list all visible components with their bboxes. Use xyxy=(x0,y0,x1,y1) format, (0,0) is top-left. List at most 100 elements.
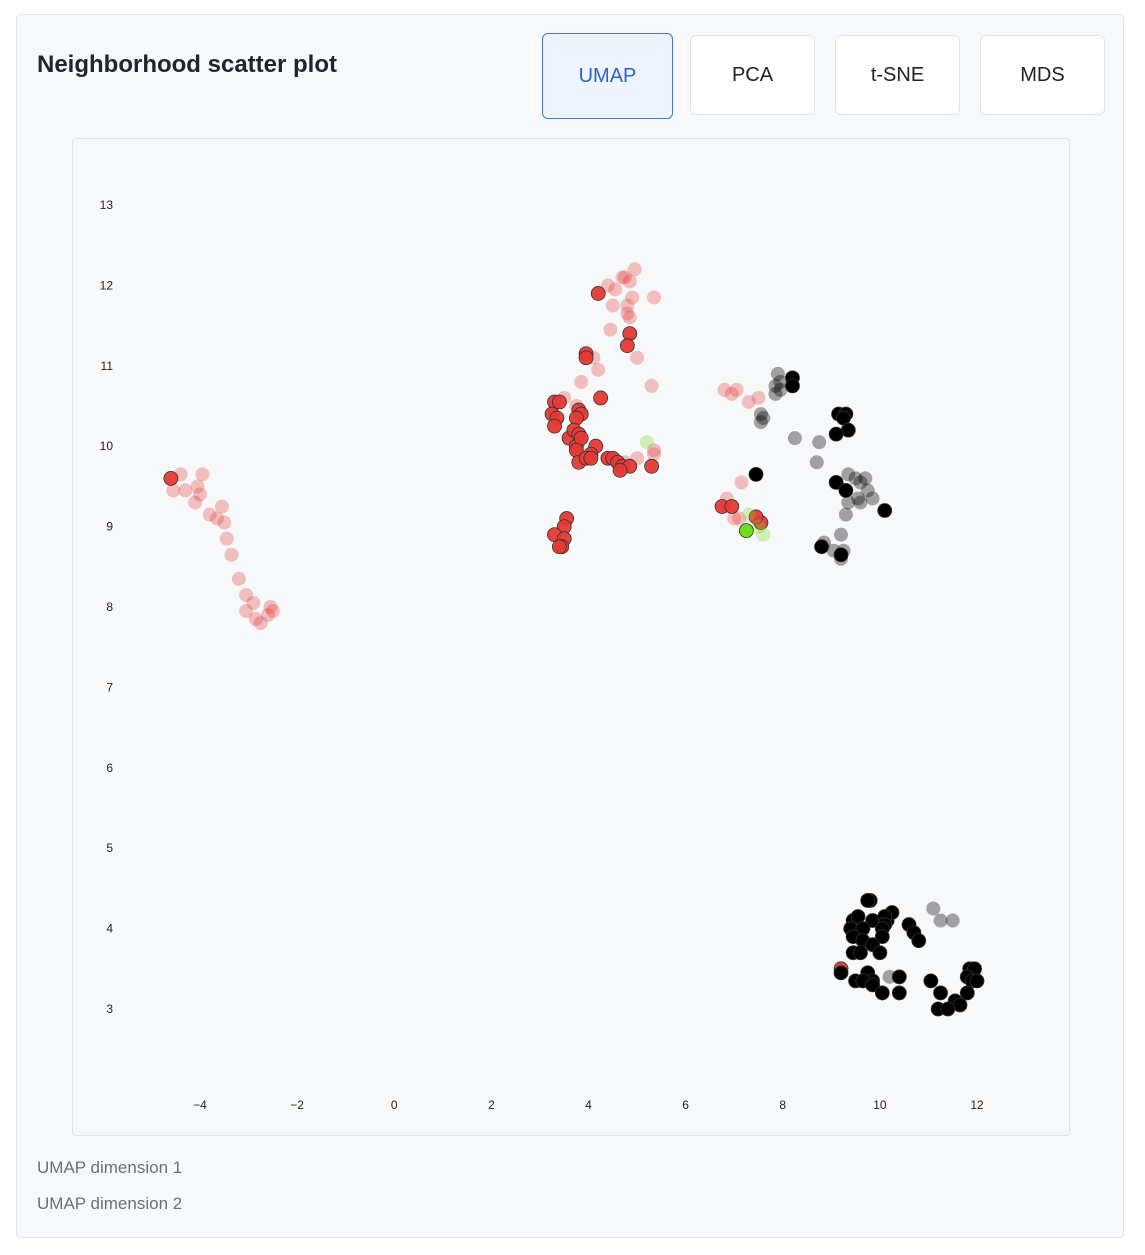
data-point[interactable] xyxy=(190,479,205,494)
data-point[interactable] xyxy=(209,511,224,526)
data-point[interactable] xyxy=(853,475,868,490)
data-point[interactable] xyxy=(600,278,615,293)
data-point[interactable] xyxy=(605,298,620,313)
data-point[interactable] xyxy=(547,418,562,434)
data-point[interactable] xyxy=(891,985,907,1001)
data-point[interactable] xyxy=(787,431,802,446)
tab-pca[interactable]: PCA xyxy=(690,35,815,115)
data-point[interactable] xyxy=(756,527,771,542)
data-point[interactable] xyxy=(738,523,754,539)
data-point[interactable] xyxy=(551,539,567,555)
data-point[interactable] xyxy=(625,290,640,305)
data-point[interactable] xyxy=(639,435,654,450)
data-point[interactable] xyxy=(848,471,863,486)
data-point[interactable] xyxy=(253,616,268,631)
data-point[interactable] xyxy=(851,491,866,506)
data-point[interactable] xyxy=(188,495,203,510)
data-point[interactable] xyxy=(622,326,638,342)
data-point[interactable] xyxy=(860,483,875,498)
data-point[interactable] xyxy=(923,973,939,989)
data-point[interactable] xyxy=(551,394,567,410)
data-point[interactable] xyxy=(756,411,771,426)
data-point[interactable] xyxy=(620,298,635,313)
data-point[interactable] xyxy=(166,483,181,498)
data-point[interactable] xyxy=(578,350,594,366)
data-point[interactable] xyxy=(753,407,768,422)
data-point[interactable] xyxy=(969,973,985,989)
data-point[interactable] xyxy=(741,394,756,409)
data-point[interactable] xyxy=(748,466,764,482)
data-point[interactable] xyxy=(612,462,628,478)
data-point[interactable] xyxy=(732,511,747,526)
data-point[interactable] xyxy=(940,1001,956,1017)
data-point[interactable] xyxy=(603,322,618,337)
data-point[interactable] xyxy=(622,310,637,325)
data-point[interactable] xyxy=(872,945,888,961)
data-point[interactable] xyxy=(729,382,744,397)
data-point[interactable] xyxy=(647,443,662,458)
data-point[interactable] xyxy=(874,929,890,945)
data-point[interactable] xyxy=(246,595,261,610)
data-point[interactable] xyxy=(734,475,749,490)
data-point[interactable] xyxy=(630,350,645,365)
data-point[interactable] xyxy=(724,386,739,401)
data-point[interactable] xyxy=(858,471,873,486)
data-point[interactable] xyxy=(926,901,941,916)
data-point[interactable] xyxy=(833,965,849,981)
data-point[interactable] xyxy=(574,374,589,389)
data-point[interactable] xyxy=(911,933,927,949)
data-point[interactable] xyxy=(724,499,740,514)
data-point[interactable] xyxy=(860,893,876,908)
data-point[interactable] xyxy=(933,913,948,928)
data-point[interactable] xyxy=(959,985,975,1001)
data-point[interactable] xyxy=(619,338,635,354)
data-point[interactable] xyxy=(622,274,637,289)
data-point[interactable] xyxy=(217,515,232,530)
data-point[interactable] xyxy=(193,487,207,502)
data-point[interactable] xyxy=(178,483,193,498)
data-point[interactable] xyxy=(260,608,275,623)
data-point[interactable] xyxy=(853,495,868,510)
data-point[interactable] xyxy=(865,977,880,993)
data-point[interactable] xyxy=(590,286,606,301)
data-point[interactable] xyxy=(812,435,827,450)
data-point[interactable] xyxy=(838,507,853,522)
data-point[interactable] xyxy=(195,467,210,482)
data-point[interactable] xyxy=(248,612,263,627)
data-point[interactable] xyxy=(644,378,659,393)
data-point[interactable] xyxy=(591,362,606,377)
data-point[interactable] xyxy=(853,945,868,961)
data-point[interactable] xyxy=(265,604,280,619)
data-point[interactable] xyxy=(239,587,254,602)
data-point[interactable] xyxy=(809,455,824,470)
data-point[interactable] xyxy=(874,985,890,1001)
tab-tsne[interactable]: t-SNE xyxy=(835,35,960,115)
tab-mds[interactable]: MDS xyxy=(980,35,1105,115)
data-point[interactable] xyxy=(768,386,783,401)
data-point[interactable] xyxy=(608,282,623,297)
data-point[interactable] xyxy=(219,531,234,546)
data-point[interactable] xyxy=(647,290,662,305)
data-point[interactable] xyxy=(263,600,278,614)
data-point[interactable] xyxy=(593,390,609,406)
data-point[interactable] xyxy=(620,306,635,321)
data-point[interactable] xyxy=(224,547,239,562)
data-point[interactable] xyxy=(768,378,783,393)
data-point[interactable] xyxy=(933,985,948,1001)
data-point[interactable] xyxy=(727,511,742,526)
data-point[interactable] xyxy=(773,374,788,389)
data-point[interactable] xyxy=(751,519,766,534)
data-point[interactable] xyxy=(877,503,893,518)
data-point[interactable] xyxy=(865,491,880,506)
data-point[interactable] xyxy=(841,467,856,482)
data-point[interactable] xyxy=(644,458,660,474)
data-point[interactable] xyxy=(828,474,844,490)
data-point[interactable] xyxy=(615,270,630,285)
data-point[interactable] xyxy=(231,571,246,586)
data-point[interactable] xyxy=(717,382,732,397)
data-point[interactable] xyxy=(741,507,756,522)
data-point[interactable] xyxy=(583,450,599,466)
data-point[interactable] xyxy=(627,262,642,277)
data-point[interactable] xyxy=(833,547,849,563)
tab-umap[interactable]: UMAP xyxy=(542,33,673,119)
